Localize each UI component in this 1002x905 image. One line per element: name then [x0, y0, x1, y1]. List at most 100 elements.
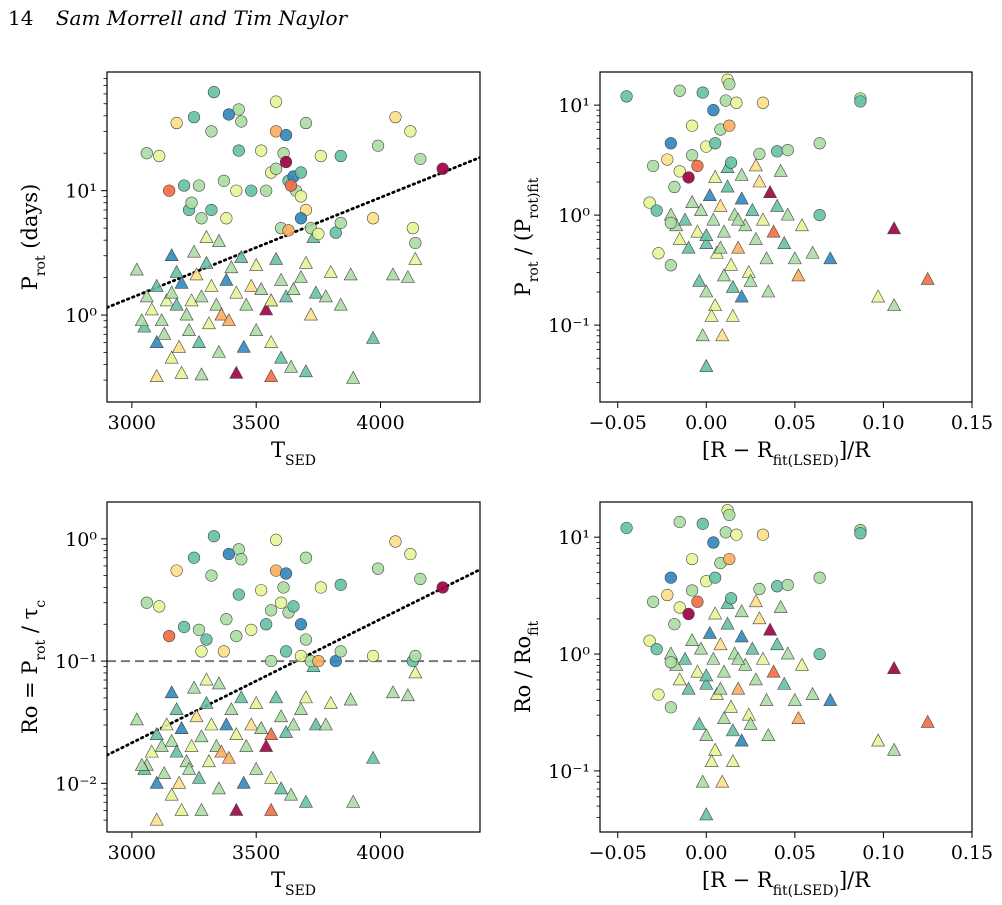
triangle-point: [773, 599, 788, 613]
circle-point: [854, 95, 867, 108]
circle-point: [643, 196, 656, 209]
triangle-point: [254, 282, 269, 295]
triangle-point: [221, 313, 236, 327]
triangle-point: [748, 231, 763, 245]
triangle-point: [692, 716, 707, 730]
circle-point: [389, 111, 402, 124]
triangle-point: [715, 774, 730, 788]
triangle-point: [194, 802, 209, 816]
triangle-point: [763, 622, 778, 636]
x-tick-label: 0.15: [951, 842, 993, 864]
circle-point: [205, 125, 218, 138]
circle-point: [668, 618, 681, 631]
triangle-point: [920, 714, 935, 728]
x-tick-label: 0.00: [685, 412, 727, 434]
triangle-point: [234, 690, 249, 704]
circle-point: [813, 137, 826, 150]
circle-point: [334, 149, 347, 163]
triangle-point: [791, 268, 806, 282]
circle-point: [696, 86, 709, 99]
x-tick-label: 3500: [232, 842, 280, 864]
circle-point: [719, 94, 732, 107]
triangle-point: [731, 240, 746, 254]
triangle-point: [787, 251, 802, 265]
triangle-point: [366, 330, 381, 344]
triangle-point: [201, 754, 216, 768]
circle-point: [673, 515, 686, 529]
x-axis-label: [R − Rfit(LSED)]/R: [702, 868, 871, 899]
triangle-point: [192, 335, 207, 348]
x-axis-label: TSED: [271, 438, 316, 469]
triangle-point: [229, 802, 244, 816]
y-tick-label: 10⁰: [65, 305, 97, 327]
triangle-point: [149, 812, 164, 826]
circle-point: [170, 116, 183, 130]
triangle-point: [279, 724, 294, 738]
running-header: 14 Sam Morrell and Tim Naylor: [8, 6, 347, 30]
triangle-point: [720, 616, 735, 630]
triangle-point: [713, 198, 728, 212]
circle-point: [664, 701, 677, 714]
circle-point: [269, 533, 283, 546]
y-axis-label: Prot / (Prot)fit: [511, 177, 542, 296]
triangle-point: [264, 335, 279, 348]
circle-point: [192, 623, 206, 636]
triangle-point: [264, 770, 279, 784]
triangle-point: [201, 316, 216, 330]
circle-point: [664, 137, 677, 150]
circle-point: [404, 547, 417, 561]
circle-point: [366, 212, 380, 225]
triangle-point: [695, 774, 710, 788]
circle-point: [235, 553, 248, 566]
circle-point: [255, 584, 268, 597]
triangle-point: [279, 289, 294, 303]
triangle-point: [239, 297, 254, 311]
circle-point: [312, 654, 325, 668]
y-tick-label: 10⁻¹: [548, 315, 590, 337]
triangle-point: [298, 255, 313, 269]
triangle-point: [284, 359, 299, 373]
triangle-point: [724, 699, 739, 713]
triangle-point: [734, 629, 749, 643]
triangle-point: [725, 723, 740, 737]
circle-point: [753, 582, 766, 596]
circle-point: [709, 137, 722, 150]
markers: [620, 73, 935, 372]
triangle-point: [681, 240, 696, 254]
circle-point: [260, 618, 273, 631]
triangle-point: [759, 251, 774, 265]
triangle-point: [139, 289, 154, 303]
triangle-point: [182, 761, 197, 775]
triangle-point: [408, 251, 423, 265]
circle-point: [205, 569, 218, 582]
triangle-point: [333, 297, 348, 311]
triangle-point: [716, 664, 732, 678]
triangle-point: [249, 695, 264, 709]
triangle-point: [229, 285, 244, 299]
triangle-point: [211, 781, 226, 795]
circle-point: [294, 618, 308, 631]
triangle-point: [699, 358, 714, 372]
circle-point: [673, 84, 686, 97]
circle-point: [730, 528, 743, 541]
y-tick-label: 10¹: [558, 527, 590, 549]
triangle-point: [713, 240, 728, 254]
triangle-point: [129, 712, 144, 726]
triangle-point: [159, 293, 174, 307]
circle-point: [404, 125, 417, 138]
circle-point: [436, 581, 449, 594]
triangle-point: [298, 690, 313, 704]
triangle-point: [672, 672, 687, 686]
triangle-point: [780, 646, 795, 660]
triangle-point: [269, 251, 284, 265]
triangle-point: [780, 207, 795, 221]
triangle-point: [174, 275, 189, 289]
triangle-point: [734, 733, 749, 747]
circle-point: [730, 96, 743, 109]
x-tick-label: 4000: [356, 842, 404, 864]
circle-point: [756, 528, 770, 541]
triangle-point: [695, 328, 710, 342]
circle-point: [312, 227, 325, 240]
triangle-point: [308, 717, 323, 731]
circle-point: [279, 155, 293, 169]
